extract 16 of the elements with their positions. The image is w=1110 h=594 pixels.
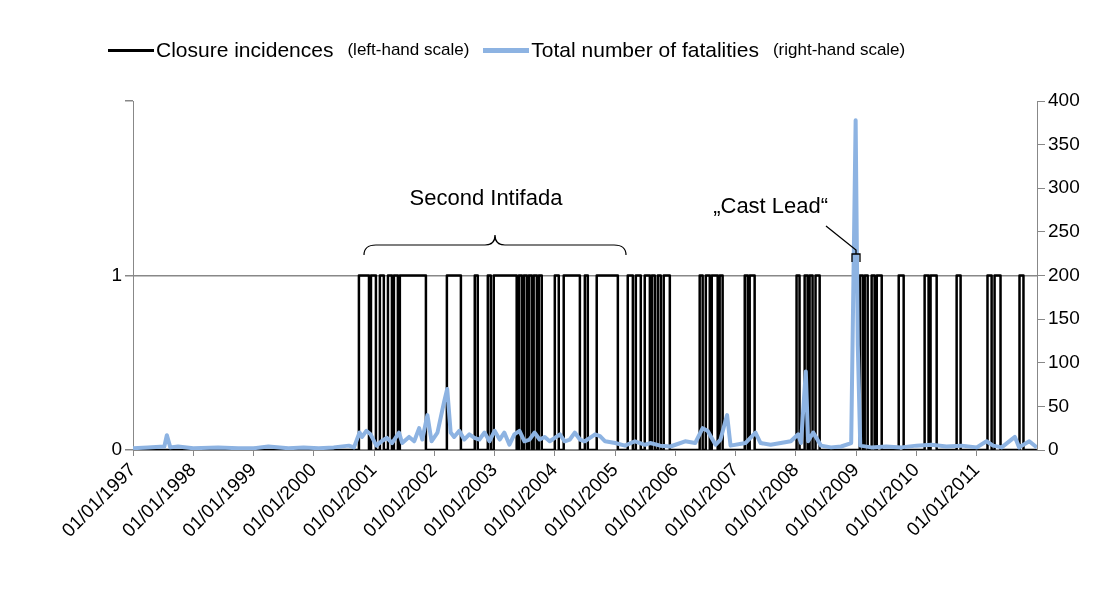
annotation: „Cast Lead“ [713, 192, 829, 218]
y2-tick-label: 200 [1048, 263, 1080, 285]
y2-tick-label: 400 [1048, 89, 1080, 111]
y2-tick-label: 350 [1048, 132, 1080, 154]
y2-tick-label: 100 [1048, 350, 1080, 372]
legend-label: Total number of fatalities [531, 38, 759, 62]
legend-label: Closure incidences [156, 38, 334, 62]
annotation: Second Intifada [409, 185, 564, 210]
y2-tick-label: 300 [1048, 176, 1080, 198]
y2-tick-label: 250 [1048, 220, 1080, 242]
y-tick-label: 1 [111, 263, 122, 285]
text: (left-hand scale) [347, 40, 470, 60]
y2-tick-label: 0 [1048, 438, 1059, 460]
y2-tick-label: 50 [1048, 394, 1070, 416]
y2-tick-label: 150 [1048, 307, 1080, 329]
text: (right-hand scale) [772, 40, 906, 60]
